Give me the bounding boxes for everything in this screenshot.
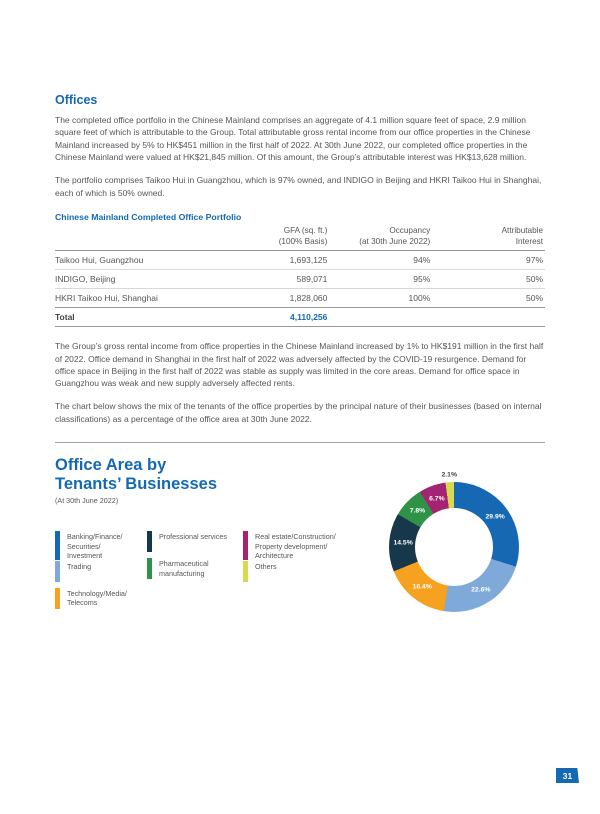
legend-color-bar [55, 587, 60, 609]
donut-label: 22.6% [471, 586, 491, 594]
page-content: Offices The completed office portfolio i… [55, 93, 545, 658]
legend-item: Trading [55, 560, 147, 588]
legend-item: Real estate/Construction/Property develo… [243, 531, 358, 561]
chart-title: Office Area by Tenants’ Businesses [55, 456, 218, 493]
legend-label: Pharmaceutical manufacturing [159, 559, 209, 578]
offices-paragraph-1: The completed office portfolio in the Ch… [55, 115, 531, 162]
legend-column: Banking/Finance/Securities/Investment Tra… [55, 531, 147, 615]
donut-label: 2.1% [441, 471, 458, 479]
donut-label: 6.7% [429, 495, 445, 503]
table-row: INDIGO, Beijing 589,071 95% 50% [55, 269, 545, 290]
total-label: Total [55, 307, 271, 328]
legend-label: Trading [67, 561, 92, 571]
occupancy-value: 100% [329, 288, 433, 309]
donut-label: 14.5% [393, 539, 413, 547]
legend-color-bar [147, 531, 152, 553]
property-name: Taikoo Hui, Guangzhou [55, 250, 271, 271]
table-total-row: Total 4,110,256 [55, 307, 545, 328]
legend-color-bar [243, 560, 248, 582]
section-heading-offices: Offices [55, 93, 98, 107]
donut-label: 29.9% [485, 513, 505, 521]
header-gfa: GFA (sq. ft.) (100% Basis) [270, 223, 330, 252]
property-name: INDIGO, Beijing [55, 269, 271, 290]
legend-color-bar [55, 560, 60, 582]
donut-hole [415, 508, 493, 587]
section-divider [55, 442, 545, 444]
legend-label: Others [255, 561, 277, 571]
legend-label: Professional services [159, 532, 227, 542]
donut-label: 7.8% [409, 507, 426, 515]
legend-item: Professional services [147, 531, 243, 558]
gfa-value: 589,071 [270, 269, 330, 290]
office-portfolio-table: GFA (sq. ft.) (100% Basis) Occupancy (at… [55, 223, 545, 328]
commentary-paragraph-1: The Group’s gross rental income from off… [55, 341, 544, 389]
occupancy-value: 95% [329, 269, 433, 290]
legend-item: Banking/Finance/Securities/Investment [55, 531, 147, 561]
header-empty [55, 223, 271, 252]
commentary-paragraph-2: The chart below shows the mix of the ten… [55, 401, 542, 424]
table-row: Taikoo Hui, Guangzhou 1,693,125 94% 97% [55, 250, 545, 271]
legend-column: Professional services Pharmaceutical manuf… [147, 531, 243, 615]
legend-item: Technology/Media/Telecoms [55, 587, 147, 615]
legend-item: Others [243, 560, 358, 588]
office-area-chart-section: Office Area by Tenants’ Businesses (At 3… [55, 443, 545, 658]
gfa-value: 1,828,060 [270, 288, 330, 309]
page-number-badge: 31 [556, 768, 579, 783]
occupancy-value: 94% [329, 250, 433, 271]
property-name: HKRI Taikoo Hui, Shanghai [55, 288, 271, 309]
legend-column: Real estate/Construction/Property develo… [243, 531, 358, 615]
legend-color-bar [243, 531, 248, 560]
interest-value: 97% [432, 250, 545, 271]
legend-label: Real estate/Construction/Property develo… [255, 532, 336, 561]
legend-label: Technology/Media/Telecoms [67, 588, 127, 608]
chart-legend: Banking/Finance/Securities/Investment Tra… [55, 531, 358, 615]
portfolio-table-title: Chinese Mainland Completed Office Portfo… [55, 211, 242, 222]
legend-label: Banking/Finance/Securities/Investment [67, 532, 123, 561]
table-header-row: GFA (sq. ft.) (100% Basis) Occupancy (at… [55, 223, 545, 252]
gfa-value: 1,693,125 [270, 250, 330, 271]
legend-color-bar [147, 558, 152, 580]
donut-chart: 29.9% 22.6% 16.4% 14.5% 7.8% 6.7% 2.1% [389, 472, 519, 613]
header-occupancy: Occupancy (at 30th June 2022) [329, 223, 433, 252]
total-gfa-value: 4,110,256 [270, 307, 330, 328]
donut-label: 16.4% [412, 583, 432, 591]
legend-color-bar [55, 531, 60, 560]
legend-item: Pharmaceutical manufacturing [147, 558, 243, 585]
chart-subtitle: (At 30th June 2022) [55, 496, 119, 506]
offices-paragraph-2: The portfolio comprises Taikoo Hui in Gu… [55, 175, 542, 198]
table-row: HKRI Taikoo Hui, Shanghai 1,828,060 100%… [55, 288, 545, 309]
header-attributable-interest: Attributable Interest [432, 223, 545, 252]
interest-value: 50% [432, 288, 545, 309]
interest-value: 50% [432, 269, 545, 290]
